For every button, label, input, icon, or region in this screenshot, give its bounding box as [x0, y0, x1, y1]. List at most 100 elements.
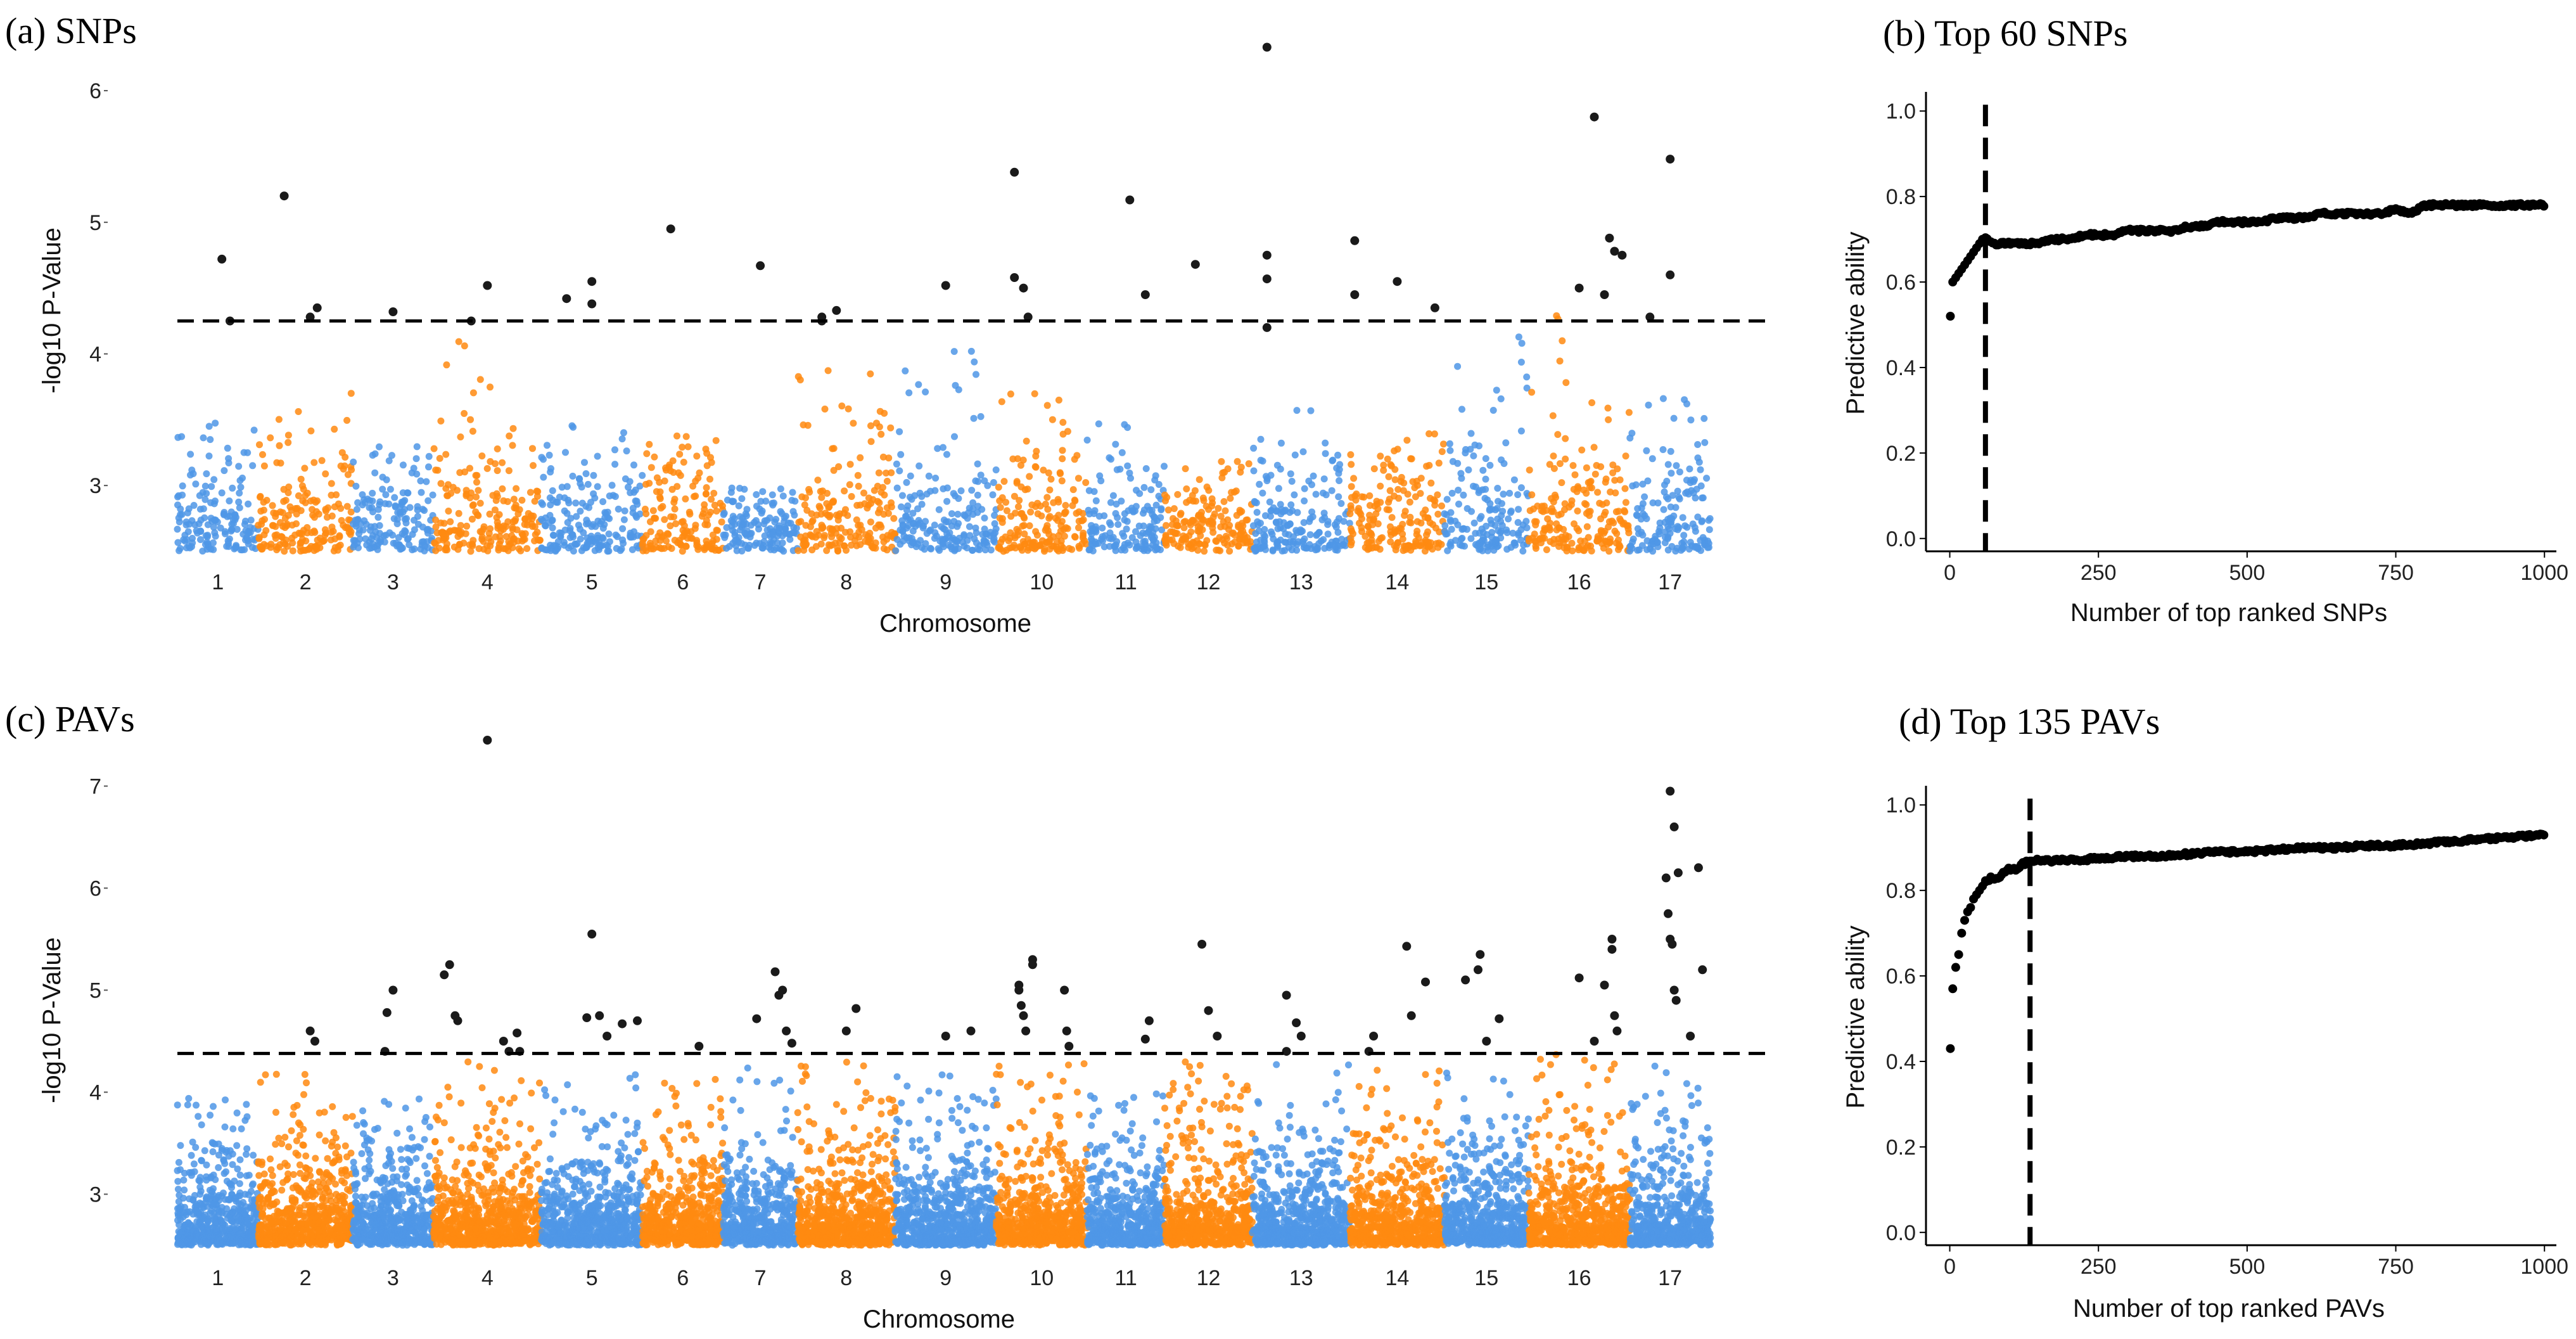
snp-point — [1645, 401, 1652, 409]
snp-point — [468, 515, 476, 523]
snp-point — [1553, 312, 1560, 319]
snp-point — [1440, 440, 1447, 448]
snp-point — [307, 1172, 314, 1179]
snp-point — [779, 539, 786, 547]
snp-point — [657, 504, 665, 512]
snp-point — [1605, 416, 1612, 423]
snp-point — [916, 489, 924, 497]
snp-point — [467, 416, 474, 423]
snp-point — [316, 1169, 324, 1176]
snp-point — [789, 508, 797, 515]
snp-point — [1500, 460, 1508, 467]
snp-point — [297, 539, 305, 546]
snp-point — [909, 509, 917, 517]
snp-point — [1370, 465, 1378, 473]
chromosome-1-points — [174, 1094, 262, 1249]
snp-point — [652, 537, 660, 545]
snp-point — [832, 529, 839, 537]
snp-point — [385, 1146, 393, 1153]
snp-point — [1287, 470, 1294, 478]
snp-point — [350, 458, 357, 466]
snp-point — [1554, 431, 1562, 439]
snp-point — [276, 541, 284, 548]
snp-point — [1020, 522, 1028, 529]
snp-point — [316, 1188, 323, 1195]
snp-point — [183, 536, 191, 544]
snp-point — [203, 1227, 211, 1234]
snp-point — [184, 1101, 191, 1108]
snp-point — [677, 471, 684, 479]
snp-point — [523, 545, 531, 553]
snp-point — [1691, 476, 1698, 484]
snp-point — [1505, 515, 1512, 523]
snp-point — [267, 434, 274, 442]
snp-point — [899, 492, 906, 499]
snp-point — [457, 529, 465, 536]
snp-point — [978, 506, 986, 513]
snp-point — [936, 547, 943, 554]
snp-point — [1517, 359, 1525, 366]
snp-point — [425, 452, 433, 460]
snp-point — [202, 541, 209, 548]
snp-point — [1006, 534, 1014, 542]
snp-point — [1591, 470, 1599, 478]
snp-point — [539, 517, 547, 525]
snp-point — [279, 1232, 286, 1240]
snp-point — [212, 1228, 220, 1235]
snp-point — [1259, 489, 1266, 497]
snp-point — [1515, 333, 1522, 341]
snp-point — [288, 1127, 295, 1134]
snp-point — [1291, 491, 1298, 499]
snp-point — [262, 1071, 269, 1079]
snp-point — [1676, 468, 1683, 476]
snp-point — [918, 501, 926, 508]
snp-point — [1218, 458, 1225, 465]
snp-point — [865, 494, 872, 502]
snp-point — [362, 520, 370, 528]
snp-point — [469, 537, 477, 544]
snp-point — [492, 460, 499, 468]
snp-point — [1062, 508, 1069, 516]
snp-point — [269, 502, 276, 509]
snp-point — [371, 469, 379, 477]
snp-point — [1310, 472, 1317, 480]
significant-point — [1262, 274, 1272, 284]
snp-point — [1157, 505, 1165, 513]
snp-point — [256, 1222, 263, 1230]
snp-point — [297, 475, 305, 483]
snp-point — [797, 518, 805, 525]
snp-point — [646, 440, 653, 448]
snp-point — [677, 541, 685, 549]
snp-point — [1664, 461, 1672, 468]
snp-point — [1107, 456, 1114, 463]
snp-point — [1288, 478, 1296, 485]
snp-point — [413, 443, 421, 451]
snp-point — [203, 470, 210, 478]
snp-point — [713, 535, 720, 543]
snp-point — [440, 520, 448, 527]
snp-point — [1497, 395, 1505, 402]
snp-point — [854, 471, 862, 479]
snp-point — [388, 452, 395, 459]
snp-point — [818, 525, 826, 532]
snp-point — [210, 546, 217, 553]
snp-point — [337, 504, 345, 512]
snp-point — [827, 542, 834, 549]
snp-point — [353, 506, 360, 513]
snp-point — [1562, 535, 1570, 543]
snp-point — [421, 1136, 428, 1143]
snp-point — [768, 491, 776, 499]
snp-point — [763, 516, 770, 524]
snp-point — [248, 1228, 255, 1236]
snp-point — [496, 533, 504, 541]
snp-point — [360, 1119, 367, 1126]
snp-point — [558, 484, 566, 491]
snp-point — [1291, 451, 1299, 459]
snp-point — [1336, 466, 1343, 473]
snp-point — [272, 1141, 279, 1148]
snp-point — [513, 485, 520, 492]
snp-point — [212, 420, 219, 427]
snp-point — [651, 453, 658, 461]
snp-point — [1038, 541, 1045, 548]
snp-point — [267, 1219, 274, 1226]
